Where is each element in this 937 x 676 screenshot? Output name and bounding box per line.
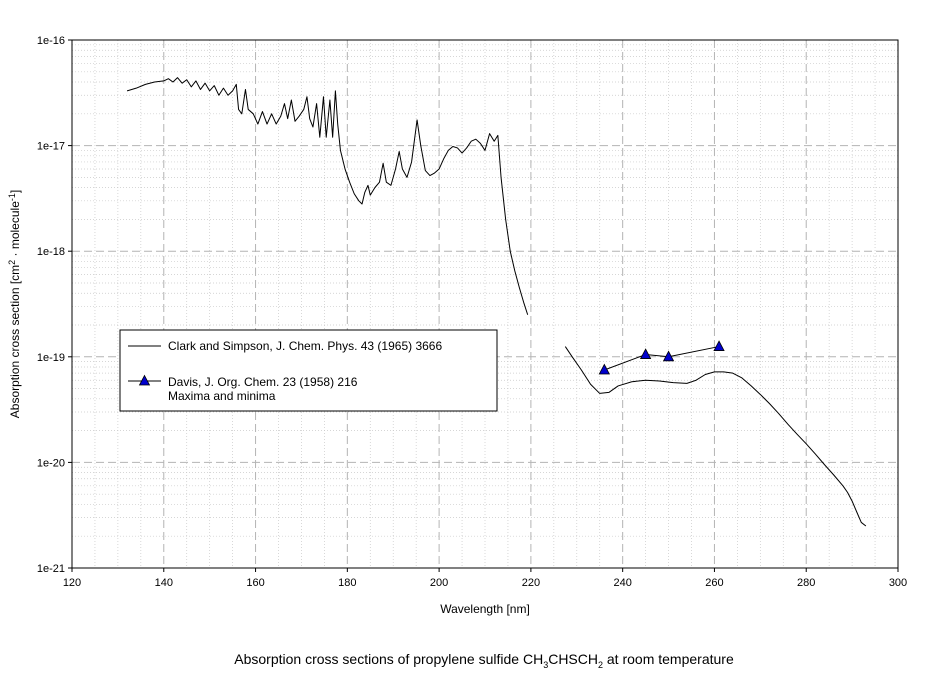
y-tick-label: 1e-18	[37, 246, 65, 258]
x-tick-label: 260	[705, 577, 723, 589]
y-axis-title-part: ]	[8, 190, 22, 193]
x-tick-label: 160	[246, 577, 264, 589]
title-part: at room temperature	[603, 651, 734, 667]
y-tick-label: 1e-17	[37, 141, 65, 153]
minor-grid	[72, 40, 898, 568]
series-davis-line	[604, 346, 720, 371]
y-axis-title-part: Absorption cross section [cm	[8, 265, 22, 418]
series-clark-segment-1	[126, 77, 529, 315]
x-tick-label: 180	[338, 577, 356, 589]
series-davis-marker	[639, 348, 652, 359]
series-davis-marker	[598, 363, 610, 375]
y-axis-title-sup: -1	[7, 193, 17, 201]
y-axis-title-sup: 2	[7, 260, 17, 265]
legend-box	[119, 329, 498, 412]
y-tick-label: 1e-21	[37, 563, 65, 575]
legend-label-clark: Clark and Simpson, J. Chem. Phys. 43 (19…	[168, 339, 442, 353]
x-tick-labels: 120 140 160 180 200 220 240 260 280 300	[63, 577, 907, 589]
series-lines	[126, 77, 867, 527]
x-tick-label: 240	[613, 577, 631, 589]
y-tick-label: 1e-19	[37, 352, 65, 364]
legend-label-davis-line2: Maxima and minima	[168, 389, 276, 403]
series-clark-segment-2	[564, 346, 867, 527]
series-markers	[598, 340, 725, 375]
y-axis-title: Absorption cross section [cm2 · molecule…	[7, 190, 22, 418]
x-tick-label: 300	[889, 577, 907, 589]
legend-marker-davis	[138, 374, 151, 386]
x-tick-label: 280	[797, 577, 815, 589]
legend-label-davis: Davis, J. Org. Chem. 23 (1958) 216	[168, 375, 358, 389]
plot-frame	[71, 39, 899, 569]
title-part: Absorption cross sections of propylene s…	[234, 651, 543, 667]
series-davis-marker	[713, 340, 725, 351]
y-axis-title-part: · molecule	[8, 201, 22, 260]
y-tick-label: 1e-16	[37, 35, 65, 47]
x-axis-title: Wavelength [nm]	[440, 602, 530, 616]
x-tick-label: 200	[430, 577, 448, 589]
x-tick-label: 120	[63, 577, 81, 589]
y-tick-label: 1e-20	[37, 457, 65, 469]
title-subscript: 3	[543, 660, 548, 670]
title-part: CHSCH	[548, 651, 598, 667]
title-subscript: 2	[598, 660, 603, 670]
x-tick-label: 140	[155, 577, 173, 589]
chart-title: Absorption cross sections of propylene s…	[234, 651, 734, 670]
series-davis-marker	[662, 350, 675, 362]
y-tick-labels: 1e-21 1e-20 1e-19 1e-18 1e-17 1e-16	[37, 35, 65, 575]
x-tick-label: 220	[522, 577, 540, 589]
legend: Clark and Simpson, J. Chem. Phys. 43 (19…	[119, 329, 498, 412]
axis-ticks	[68, 39, 899, 572]
